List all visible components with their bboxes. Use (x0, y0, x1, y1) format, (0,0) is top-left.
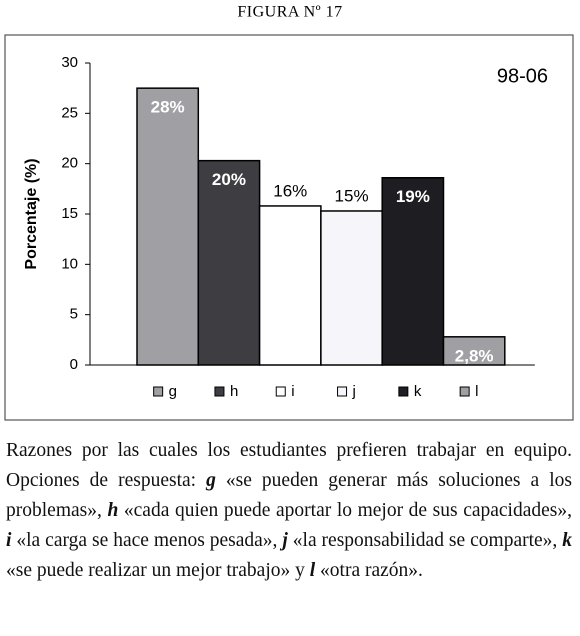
caption-text: «la carga se hace menos pesada», (11, 530, 283, 551)
bar (258, 205, 322, 366)
caption: Razones por las cuales los estudiantes p… (6, 436, 572, 586)
legend-label: l (475, 383, 478, 400)
value-label: 28% (151, 98, 185, 117)
value-label: 19% (396, 187, 430, 206)
legend-swatch (153, 386, 164, 397)
value-label: 15% (335, 186, 369, 205)
y-tick-label: 10 (61, 255, 78, 272)
caption-text: «se puede realizar un mejor trabajo» y (6, 560, 310, 581)
annotation: 98-06 (497, 65, 548, 87)
legend-swatch (214, 386, 225, 397)
y-tick-label: 30 (61, 54, 78, 71)
caption-text: «se pueden generar más soluciones a los … (6, 470, 572, 521)
y-tick-label: 0 (70, 356, 78, 373)
legend-label: k (414, 383, 422, 400)
bar (197, 159, 261, 366)
bar (136, 87, 200, 366)
caption-text: «otra razón». (315, 560, 423, 581)
y-tick-label: 15 (61, 205, 78, 222)
legend-swatch (337, 386, 348, 397)
y-tick-label: 5 (70, 306, 78, 323)
legend-swatch (459, 386, 470, 397)
legend-label: j (352, 383, 356, 400)
y-axis-label: Porcentaje (%) (23, 158, 40, 269)
caption-text: l (309, 560, 316, 581)
legend-label: i (291, 383, 294, 400)
legend-swatch (275, 386, 286, 397)
legend-label: g (169, 383, 177, 400)
caption-text: j (282, 530, 288, 551)
bar (320, 210, 383, 366)
legend-swatch (398, 386, 409, 397)
bar (442, 336, 506, 366)
caption-text: «la responsabilidad se comparte», (287, 530, 563, 551)
figure-label: FIGURA Nº 17 (237, 4, 342, 21)
bar (381, 177, 445, 366)
caption-text: k (562, 530, 572, 551)
y-tick-label: 25 (61, 104, 78, 121)
value-label: 20% (212, 170, 246, 189)
chart: FIGURA Nº 17 98-06 Porcentaje (%) 0 5 10 15… (4, 4, 574, 421)
caption-text: g (206, 470, 216, 491)
value-label: 2,8% (455, 346, 494, 365)
legend-label: h (230, 383, 238, 400)
caption-text: h (107, 500, 119, 521)
caption-text: i (6, 530, 12, 551)
value-label: 16% (273, 181, 307, 200)
caption-text: Razones por las cuales los estudiantes p… (6, 440, 572, 491)
caption-text: «cada quien puede aportar lo mejor de su… (118, 500, 573, 521)
y-tick-label: 20 (61, 155, 78, 172)
